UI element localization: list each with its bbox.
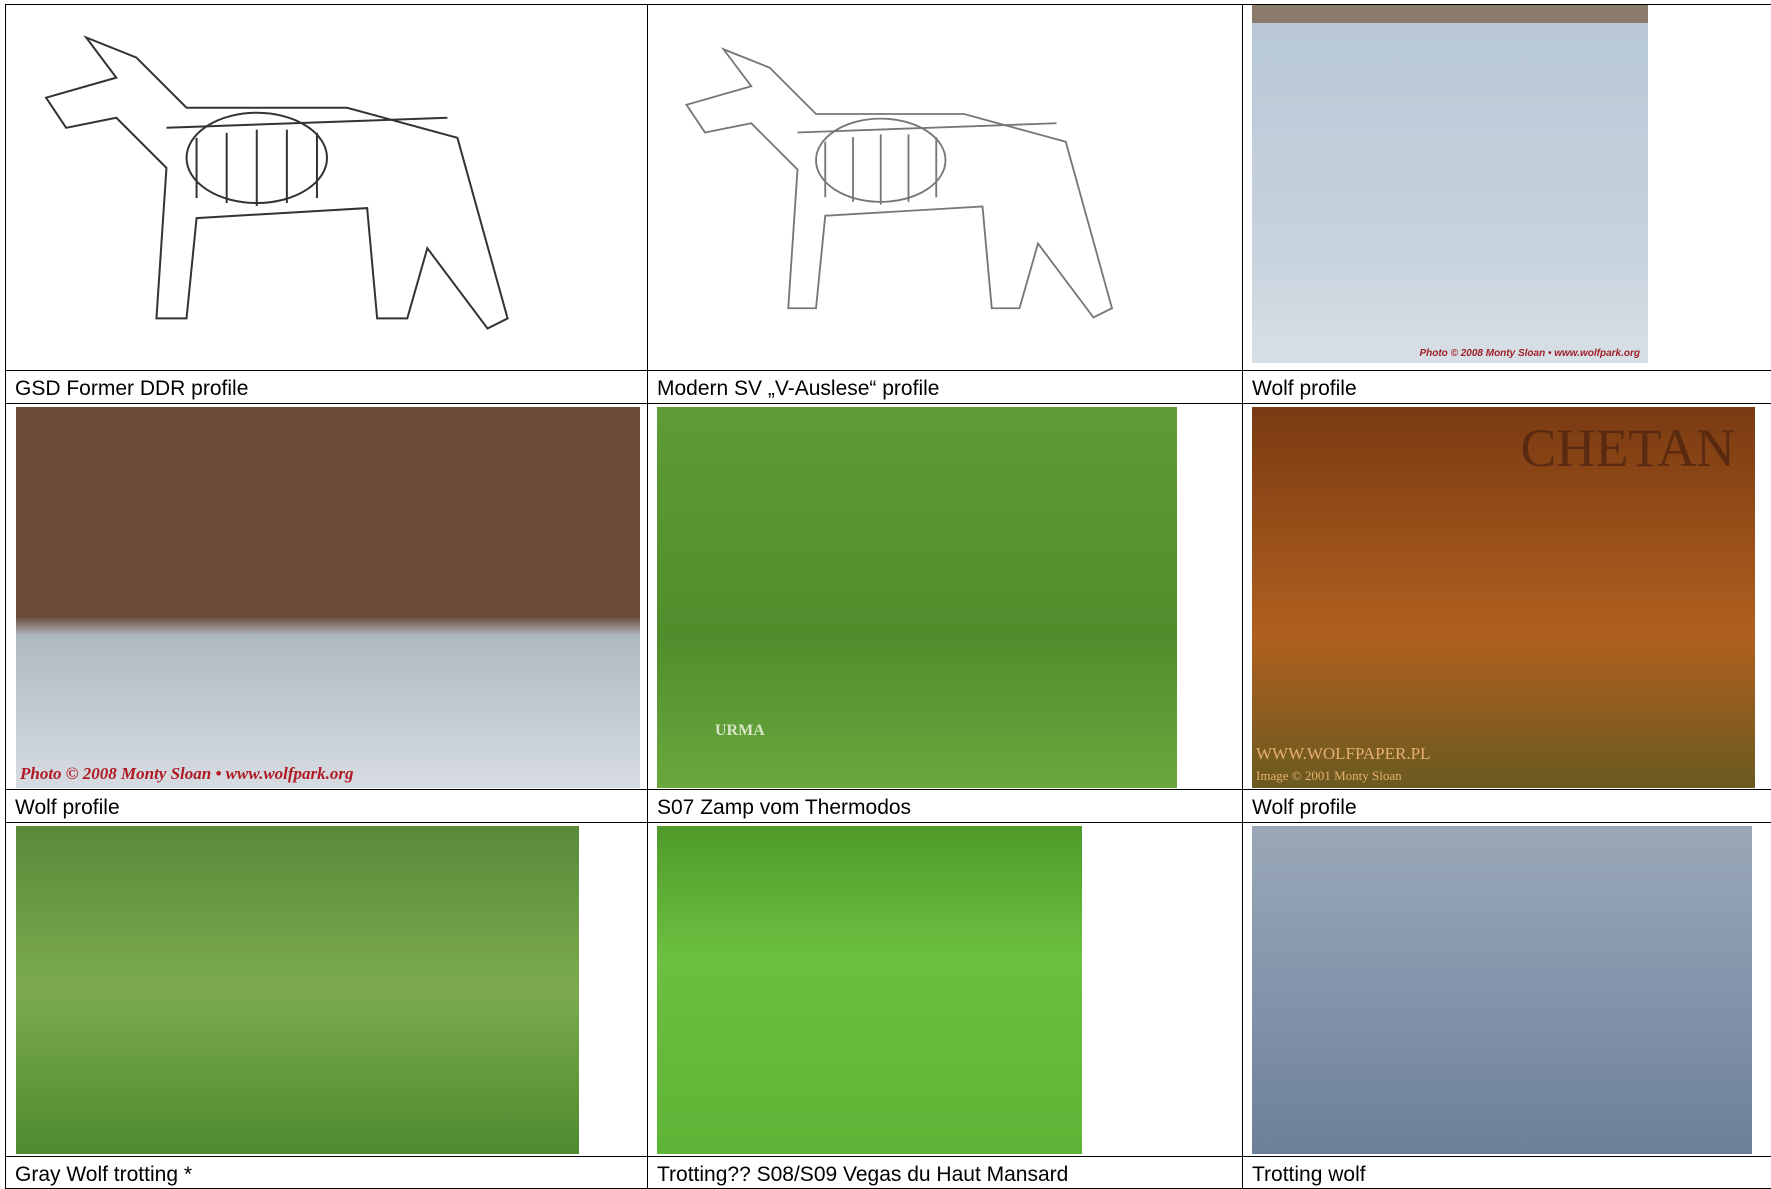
photo: [1252, 826, 1752, 1154]
photo: Photo © 2008 Monty Sloan • www.wolfpark.…: [1252, 5, 1648, 363]
watermark: WWW.WOLFPAPER.PL: [1256, 744, 1431, 763]
image-cell: Photo © 2008 Monty Sloan • www.wolfpark.…: [5, 403, 648, 790]
skeleton-sketch: [685, 47, 1114, 319]
photo: [657, 826, 1082, 1154]
watermark: URMA: [715, 722, 765, 739]
caption: Wolf profile: [1252, 796, 1357, 819]
watermark: CHETAN: [1520, 418, 1735, 478]
caption: Wolf profile: [1252, 377, 1357, 400]
photo: URMA: [657, 407, 1177, 788]
image-cell: CHETAN WWW.WOLFPAPER.PL Image © 2001 Monty…: [1242, 403, 1771, 790]
caption: Trotting wolf: [1252, 1163, 1366, 1186]
watermark: Photo © 2008 Monty Sloan • www.wolfpark.…: [20, 764, 354, 783]
caption: Wolf profile: [15, 796, 120, 819]
caption: GSD Former DDR profile: [15, 377, 249, 400]
image-cell: [5, 4, 648, 371]
photo: CHETAN WWW.WOLFPAPER.PL Image © 2001 Monty…: [1252, 407, 1755, 788]
caption: S07 Zamp vom Thermodos: [657, 796, 912, 819]
caption: Gray Wolf trotting *: [15, 1163, 193, 1186]
watermark: Photo © 2008 Monty Sloan • www.wolfpark.…: [1419, 348, 1640, 359]
image-cell: [1242, 822, 1771, 1157]
caption: Modern SV „V-Auslese“ profile: [657, 377, 940, 400]
image-cell: URMA: [647, 403, 1243, 790]
photo: [16, 826, 579, 1154]
image-cell: [5, 822, 648, 1157]
image-cell: Photo © 2008 Monty Sloan • www.wolfpark.…: [1242, 4, 1771, 371]
image-cell: [647, 4, 1243, 371]
photo: Photo © 2008 Monty Sloan • www.wolfpark.…: [16, 407, 640, 788]
skeleton-sketch: [44, 35, 509, 330]
image-cell: [647, 822, 1243, 1157]
watermark: Image © 2001 Monty Sloan: [1256, 768, 1402, 783]
caption: Trotting?? S08/S09 Vegas du Haut Mansard: [657, 1163, 1069, 1186]
